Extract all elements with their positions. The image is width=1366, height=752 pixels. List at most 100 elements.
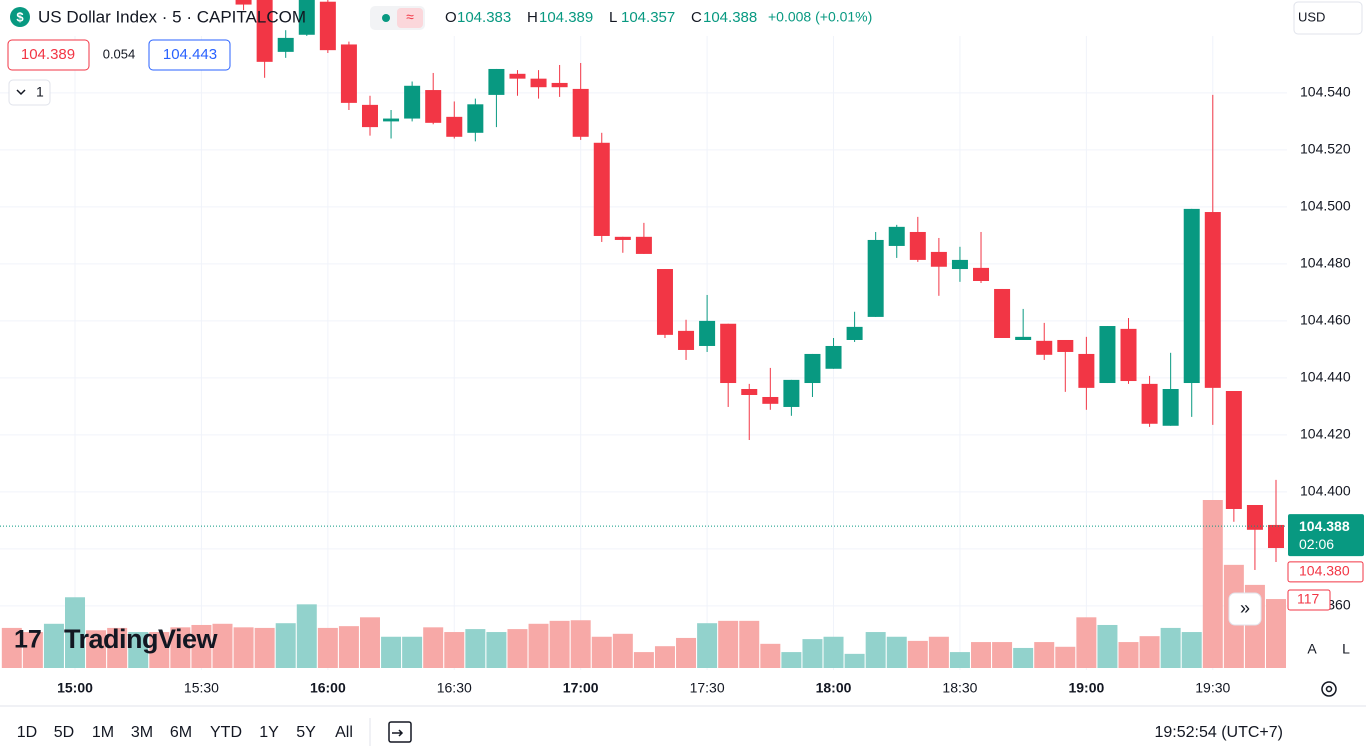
- volume-bar: [43, 623, 64, 668]
- range-button[interactable]: YTD: [210, 724, 242, 741]
- y-tick-label: 104.520: [1300, 141, 1351, 157]
- candle-body: [551, 82, 568, 88]
- volume-bar: [1202, 500, 1223, 668]
- volume-bar: [570, 620, 591, 668]
- y-tick-label: 104.460: [1300, 312, 1351, 328]
- scroll-right[interactable]: [1228, 592, 1262, 626]
- candle-body: [783, 379, 800, 407]
- chevron: [16, 89, 26, 96]
- range-button[interactable]: 5Y: [296, 724, 316, 741]
- volume-tag: [1287, 589, 1331, 611]
- volume-bar: [275, 623, 296, 668]
- candle-body: [1099, 326, 1116, 384]
- log-label: L: [1342, 641, 1350, 657]
- x-tick-label: 19:30: [1195, 680, 1230, 696]
- settings-icon[interactable]: [1321, 681, 1337, 697]
- volume-bar: [865, 632, 886, 668]
- delayed-badge[interactable]: [397, 8, 423, 28]
- countdown: 02:06: [1299, 536, 1334, 552]
- symbol-title[interactable]: US Dollar Index · 5 · CAPITALCOM: [38, 7, 306, 26]
- range-button[interactable]: 5D: [54, 724, 74, 741]
- indicator-toggle[interactable]: [8, 79, 51, 106]
- ohlc-key: H: [527, 9, 538, 26]
- buy-button[interactable]: [148, 39, 231, 71]
- goto-date-icon[interactable]: [388, 721, 412, 743]
- candle-body: [1225, 390, 1242, 509]
- volume-bar: [149, 632, 170, 668]
- volume-bar: [22, 632, 43, 668]
- sell-button[interactable]: [7, 39, 90, 71]
- candle-body: [1036, 340, 1053, 355]
- prev-close-label: 104.380: [1299, 563, 1350, 579]
- volume-bar: [676, 637, 697, 668]
- candle-body: [614, 236, 631, 240]
- y-tick-label: 104.480: [1300, 255, 1351, 271]
- volume-bar: [928, 636, 949, 668]
- volume-bar: [1013, 647, 1034, 668]
- volume-bar: [1034, 642, 1055, 668]
- range-button[interactable]: 1Y: [259, 724, 279, 741]
- candle-body: [720, 323, 737, 384]
- candle-body: [1141, 383, 1158, 424]
- volume-bar: [338, 626, 359, 668]
- candle-body: [825, 345, 842, 369]
- volume-bar: [107, 627, 128, 668]
- volume-bar: [971, 642, 992, 668]
- range-button[interactable]: All: [335, 724, 353, 741]
- axes: 104.360104.380104.400104.420104.440104.4…: [0, 84, 1364, 696]
- volume-bar: [507, 629, 528, 668]
- x-tick-label: 16:00: [310, 680, 346, 696]
- ohlc-key: C: [691, 9, 702, 26]
- volume-bar: [844, 653, 865, 668]
- ohlc-key: L: [609, 9, 617, 26]
- logo-text: TradingView: [64, 624, 219, 654]
- volume-bar: [212, 623, 233, 668]
- volume-bar: [739, 620, 760, 668]
- y-tick-label: 104.400: [1300, 483, 1351, 499]
- candle-body: [277, 37, 294, 52]
- settings-icon-core: [1325, 685, 1333, 693]
- volume-tag-label: 117: [1297, 591, 1320, 607]
- candle-body: [909, 231, 926, 260]
- candle-body: [1078, 353, 1095, 388]
- spread: 0.054: [103, 46, 136, 61]
- volume-bar: [823, 636, 844, 668]
- volume-bar: [1076, 617, 1097, 668]
- range-button[interactable]: 6M: [170, 724, 192, 741]
- candle-body: [404, 85, 421, 119]
- candle-body: [361, 104, 378, 128]
- ohlc-value: 104.383: [457, 9, 511, 26]
- log-button[interactable]: [1332, 636, 1360, 664]
- x-tick-label: 15:00: [57, 680, 93, 696]
- volume-bar: [633, 652, 654, 668]
- clock[interactable]: 19:52:54 (UTC+7): [1154, 724, 1283, 741]
- sell-price: 104.389: [21, 46, 75, 63]
- candle-body: [951, 259, 968, 270]
- volume-bar: [1160, 627, 1181, 668]
- candle-body: [530, 78, 547, 88]
- candle-body: [888, 226, 905, 246]
- volume-bar: [465, 629, 486, 668]
- ohlc-value: 104.389: [539, 9, 593, 26]
- delayed-glyph: ≈: [406, 9, 414, 25]
- currency-button[interactable]: [1293, 1, 1363, 35]
- candle-body: [678, 330, 695, 350]
- candle-body: [298, 0, 315, 35]
- candle-body: [762, 396, 779, 404]
- volume-bar: [65, 597, 86, 668]
- volume-bar: [359, 617, 380, 668]
- candle-body: [509, 73, 526, 79]
- range-button[interactable]: 1D: [17, 724, 37, 741]
- candle-body: [699, 320, 716, 346]
- volume-bar: [1118, 642, 1139, 668]
- candle-body: [635, 236, 652, 254]
- volume-bar: [1266, 599, 1286, 668]
- range-button[interactable]: 1M: [92, 724, 114, 741]
- goto-arrow: [392, 729, 404, 737]
- scroll-glyph: »: [1240, 598, 1250, 618]
- auto-button[interactable]: [1298, 636, 1326, 664]
- candle-body: [930, 251, 947, 267]
- candle-body: [1120, 328, 1137, 382]
- x-tick-label: 18:00: [816, 680, 852, 696]
- range-button[interactable]: 3M: [131, 724, 153, 741]
